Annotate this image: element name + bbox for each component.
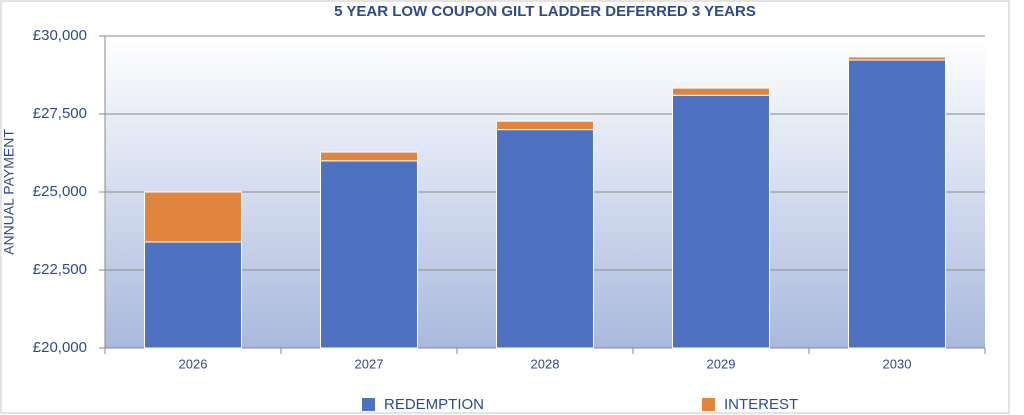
legend-swatch (702, 398, 715, 411)
legend-swatch (362, 398, 375, 411)
bar-segment (320, 160, 418, 349)
bar-segment (496, 129, 594, 349)
bar-segment (848, 56, 946, 61)
legend-label: INTEREST (724, 396, 798, 413)
bar-segment (496, 120, 594, 131)
x-tick-label: 2030 (883, 356, 912, 371)
y-tick-label: £25,000 (33, 183, 87, 200)
bar-segment (672, 87, 770, 96)
y-tick-label: £27,500 (33, 105, 87, 122)
x-tick-label: 2027 (355, 356, 384, 371)
y-tick-label: £30,000 (33, 27, 87, 44)
y-tick-label: £22,500 (33, 261, 87, 278)
y-axis-label: ANNUAL PAYMENT (1, 129, 17, 255)
x-tick-label: 2029 (707, 356, 736, 371)
y-tick-label: £20,000 (33, 339, 87, 356)
bar-segment (848, 59, 946, 349)
x-tick-label: 2026 (179, 356, 208, 371)
chart-title: 5 YEAR LOW COUPON GILT LADDER DEFERRED 3… (334, 3, 756, 20)
bar-segment (144, 241, 242, 349)
bar-segment (672, 94, 770, 349)
bar-segment (320, 151, 418, 162)
legend-label: REDEMPTION (384, 396, 484, 413)
bar-segment (144, 191, 242, 243)
x-tick-label: 2028 (531, 356, 560, 371)
